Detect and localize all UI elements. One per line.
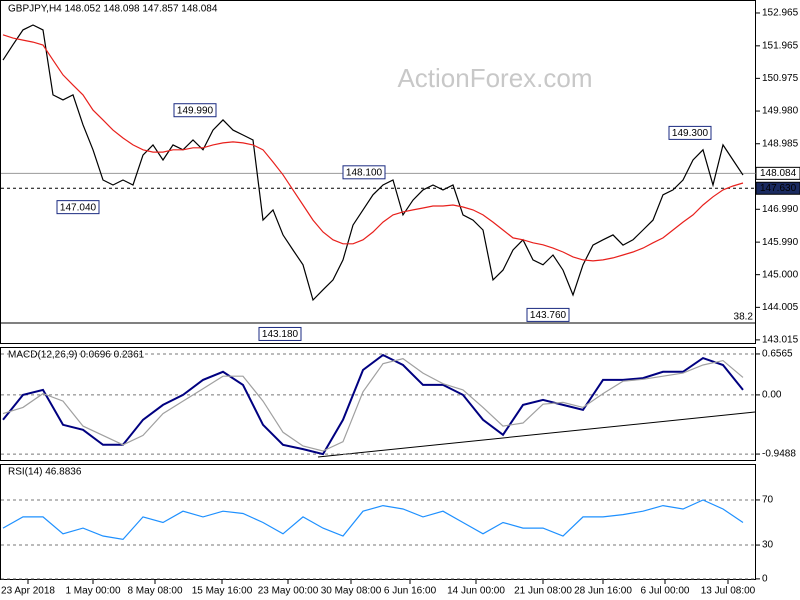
y-tick-label: 0.6565 [762,349,793,360]
y-tick-label: 30 [762,540,774,551]
y-tick-label: 149.980 [762,106,799,117]
watermark: ActionForex.com [397,63,592,93]
y-tick-label: 143.015 [762,335,799,346]
x-tick-label: 14 Jun 00:00 [447,586,505,597]
x-tick-label: 1 May 00:00 [65,586,120,597]
chart-title: GBPJPY,H4 148.052 148.098 147.857 148.08… [8,4,218,15]
x-tick-label: 6 Jul 00:00 [641,586,690,597]
x-tick-label: 6 Jun 16:00 [384,586,437,597]
level-box [755,166,800,180]
price-label: 143.760 [530,310,567,321]
price-label-box [56,200,100,215]
y-tick-label: 146.990 [762,204,799,215]
x-tick-label: 23 Apr 2018 [1,586,55,597]
y-tick-label: 0.00 [762,390,782,401]
y-tick-label: 150.975 [762,73,799,84]
y-tick-label: 152.965 [762,8,799,19]
series-line [2,358,744,452]
price-label: 149.990 [177,105,214,116]
price-label-box [668,125,712,140]
y-tick-label: 148.985 [762,138,799,149]
level-label: 148.084 [760,168,797,179]
y-tick-label: 145.000 [762,269,799,280]
y-tick-label: 0 [762,574,768,585]
x-tick-label: 8 May 08:00 [127,586,182,597]
level-label: 38.2 [734,312,754,323]
price-label: 143.180 [262,329,299,340]
x-tick-label: 13 Jul 08:00 [701,586,756,597]
macd-panel [0,347,756,461]
rsi-title: RSI(14) 46.8836 [8,467,82,478]
price-label: 147.040 [60,202,97,213]
x-tick-label: 15 May 16:00 [192,586,253,597]
level-box [755,181,800,195]
trend-line [317,411,756,458]
y-tick-label: 70 [762,495,774,506]
x-tick-label: 21 Jun 08:00 [514,586,572,597]
price-label-box [526,307,570,322]
series-line [2,24,744,302]
price-label: 149.300 [672,128,709,139]
price-label-box [173,103,217,118]
series-line [2,34,744,262]
y-tick-label: 144.005 [762,302,799,313]
x-tick-label: 23 May 00:00 [258,586,319,597]
series-line [2,499,744,541]
y-tick-label: 145.990 [762,237,799,248]
level-label: 147.630 [760,183,797,194]
x-tick-label: 30 May 08:00 [321,586,382,597]
price-label-box [258,326,302,341]
macd-title: MACD(12,26,9) 0.0696 0.2361 [8,350,145,361]
x-tick-label: 28 Jun 16:00 [574,586,632,597]
y-tick-label: 151.965 [762,40,799,51]
rsi-panel [0,464,756,580]
price-label-box [342,165,386,180]
price-label: 148.100 [346,167,383,178]
series-line [2,353,744,456]
y-tick-label: -0.9488 [762,449,796,460]
